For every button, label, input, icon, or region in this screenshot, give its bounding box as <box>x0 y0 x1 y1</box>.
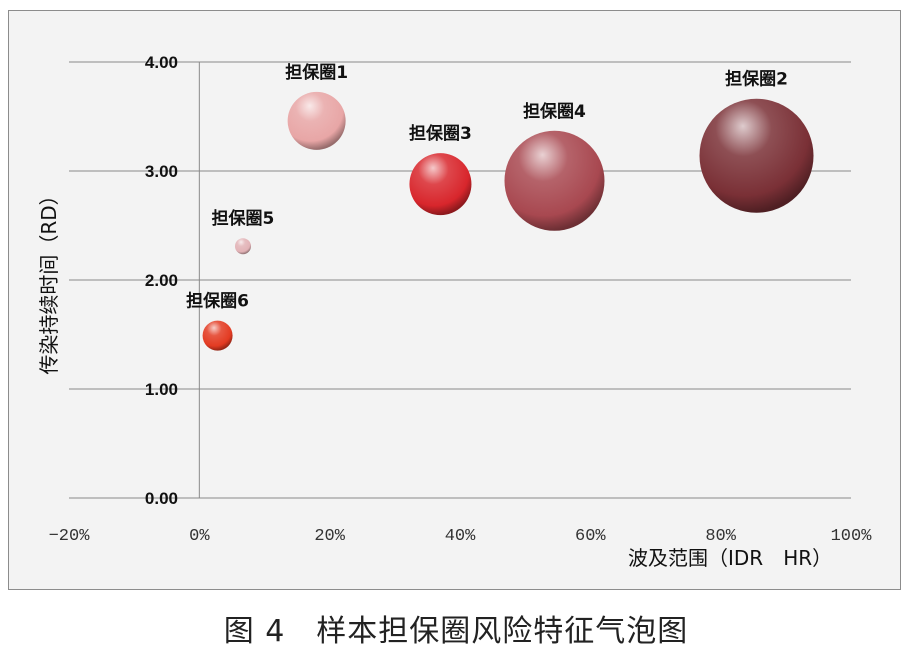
x-tick-label: 0% <box>189 527 210 546</box>
x-tick-label: 20% <box>314 527 345 546</box>
x-tick-label: 60% <box>575 527 606 546</box>
x-tick-label: 40% <box>445 527 476 546</box>
x-tick-label: −20% <box>49 527 91 546</box>
y-tick-label: 2.00 <box>145 271 178 290</box>
bubble-chart: 0.00 1.00 2.00 3.00 4.00 −20% 0% 20% 40% 60% 80% 10… <box>37 53 873 570</box>
grid-layer <box>69 61 851 499</box>
y-tick-label: 3.00 <box>145 162 178 181</box>
y-tick-label: 4.00 <box>145 53 178 72</box>
bubble-label: 担保圈2 <box>725 69 788 90</box>
x-tick-label: 100% <box>831 527 873 546</box>
bubble-label: 担保圈1 <box>285 62 348 83</box>
bubble-layer: 担保圈1 担保圈2 担保圈3 担保圈4 担保圈5 担保圈6 <box>186 62 814 351</box>
y-axis-title: 传染持续时间（RD） <box>37 185 61 374</box>
bubble <box>287 91 346 150</box>
bubble <box>202 320 233 351</box>
y-tick-label: 0.00 <box>145 489 178 508</box>
axis-layer: 0.00 1.00 2.00 3.00 4.00 −20% 0% 20% 40% 60% 80% 10… <box>49 53 873 546</box>
bubble-label: 担保圈5 <box>212 208 275 229</box>
bubble <box>234 238 251 255</box>
figure-caption: 图 4 样本担保圈风险特征气泡图 <box>223 614 689 649</box>
bubble <box>504 130 605 231</box>
x-axis-title: 波及范围（IDR HR） <box>628 546 832 570</box>
bubble <box>409 153 472 216</box>
bubble-label: 担保圈3 <box>409 123 472 144</box>
y-tick-label: 1.00 <box>145 380 178 399</box>
bubble <box>699 98 814 213</box>
x-tick-label: 80% <box>705 527 736 546</box>
bubble-label: 担保圈4 <box>523 101 586 122</box>
bubble-label: 担保圈6 <box>186 291 249 312</box>
